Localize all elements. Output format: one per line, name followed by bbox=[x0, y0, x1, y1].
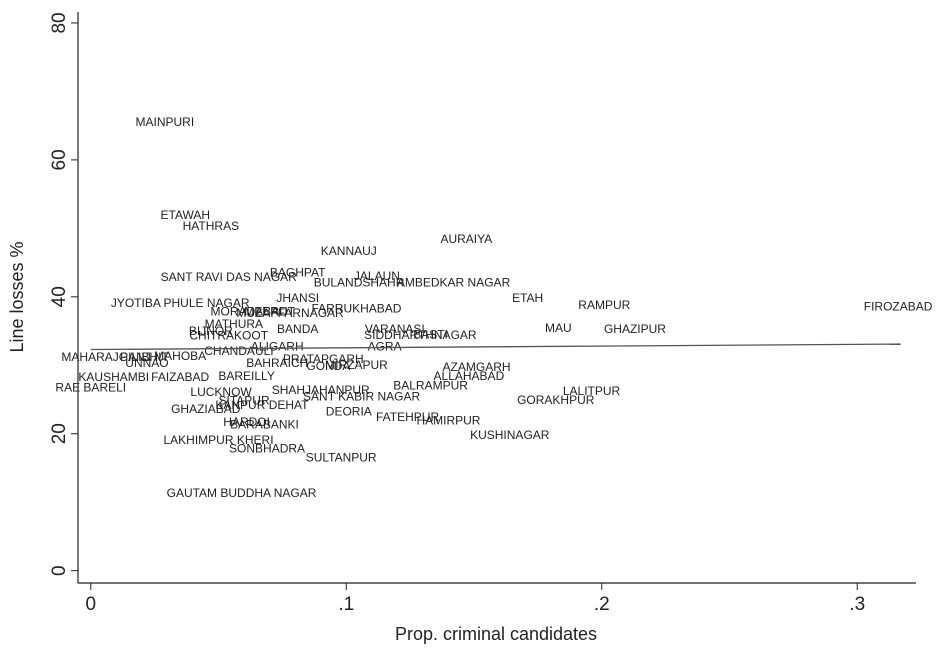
point-label: HATHRAS bbox=[183, 219, 239, 233]
point-label: MORADABAD bbox=[211, 305, 289, 319]
point-label: LALITPUR bbox=[563, 384, 621, 398]
x-tick-label: 0 bbox=[85, 594, 96, 615]
point-label: SANT KABIR NAGAR bbox=[303, 390, 420, 404]
point-label: BALRAMPUR bbox=[393, 379, 468, 393]
point-label: KANNAUJ bbox=[321, 244, 377, 258]
point-label: SONBHADRA bbox=[229, 442, 305, 456]
point-label: RAE BARELI bbox=[55, 381, 126, 395]
point-label: MATHURA bbox=[205, 317, 263, 331]
point-label: DEORIA bbox=[326, 405, 372, 419]
y-tick-label: 60 bbox=[49, 149, 70, 170]
y-tick-label: 40 bbox=[49, 286, 70, 307]
point-label: BAGHPAT bbox=[270, 266, 326, 280]
point-label: AGRA bbox=[368, 340, 402, 354]
point-label: KAUSHAMBI bbox=[78, 370, 149, 384]
point-label: SITAPUR bbox=[219, 394, 270, 408]
point-label: HARDOI bbox=[223, 415, 270, 429]
point-label: SHAHJAHANPUR bbox=[272, 383, 370, 397]
point-label: BAHRAICH bbox=[246, 356, 308, 370]
point-label: GHAZIPUR bbox=[604, 322, 666, 336]
point-label: RAMPUR bbox=[578, 298, 630, 312]
point-label: SANT RAVI DAS NAGAR bbox=[161, 270, 298, 284]
point-label: ALIGARH bbox=[251, 340, 304, 354]
point-label: LAKHIMPUR KHERI bbox=[164, 433, 274, 447]
point-label: JYOTIBA PHULE NAGAR bbox=[111, 296, 250, 310]
point-label: MAHARAJGANJ bbox=[61, 350, 150, 364]
point-label: MAINPURI bbox=[136, 115, 195, 129]
point-label: KUSHINAGAR bbox=[470, 428, 550, 442]
point-label: GONDA bbox=[306, 359, 350, 373]
point-label: AURAIYA bbox=[440, 232, 492, 246]
point-label: MUZAFFARNAGAR bbox=[236, 306, 344, 320]
point-label: BIJNOR bbox=[189, 324, 233, 338]
point-label: MAHOBA bbox=[154, 349, 206, 363]
point-label: PRATAPGARH bbox=[283, 352, 364, 366]
point-label: AZAMGARH bbox=[443, 360, 511, 374]
x-tick-label: .1 bbox=[338, 594, 354, 615]
point-label: CHANDAULI bbox=[204, 344, 273, 358]
point-label: GHAZIABAD bbox=[171, 402, 241, 416]
point-label: BULANDSHAHR bbox=[314, 275, 405, 289]
y-tick-label: 0 bbox=[49, 565, 70, 576]
point-label: MIRZAPUR bbox=[325, 358, 388, 372]
point-label: KANPUR DEHAT bbox=[215, 398, 309, 412]
point-label: SULTANPUR bbox=[306, 451, 377, 465]
point-label: JALAUN bbox=[354, 269, 400, 283]
point-label: ETAH bbox=[512, 291, 543, 305]
point-label: GAUTAM BUDDHA NAGAR bbox=[167, 486, 317, 500]
point-label: PILIBHIT bbox=[120, 350, 169, 364]
fit-line bbox=[90, 343, 901, 351]
point-label: BASTI bbox=[413, 327, 448, 341]
point-label: CHITRAKOOT bbox=[189, 329, 268, 343]
point-label: VARANASI bbox=[365, 322, 425, 336]
x-tick-label: .3 bbox=[849, 594, 865, 615]
point-label: SIDDHARTHNAGAR bbox=[364, 328, 477, 342]
point-label: ALLAHABAD bbox=[434, 369, 505, 383]
y-tick-label: 20 bbox=[49, 423, 70, 444]
x-axis-title: Prop. criminal candidates bbox=[395, 624, 597, 644]
point-label: UNNAO bbox=[125, 356, 168, 370]
point-label: FATEHPUR bbox=[376, 410, 439, 424]
point-label: BARABANKI bbox=[230, 418, 299, 432]
point-label: FARRUKHABAD bbox=[311, 301, 401, 315]
y-tick-label: 80 bbox=[49, 12, 70, 33]
point-label: MAU bbox=[545, 321, 572, 335]
point-label: AMBEDKAR NAGAR bbox=[397, 275, 511, 289]
point-label: MEERUT bbox=[244, 305, 295, 319]
point-label: GORAKHPUR bbox=[517, 393, 595, 407]
point-label: BAREILLY bbox=[218, 369, 274, 383]
point-label: ETAWAH bbox=[161, 208, 211, 222]
point-label: FIROZABAD bbox=[864, 299, 933, 313]
point-label: HAMIRPUR bbox=[416, 414, 480, 428]
x-tick-label: .2 bbox=[594, 594, 610, 615]
y-axis-title: Line losses % bbox=[7, 241, 27, 352]
point-label: LUCKNOW bbox=[190, 385, 252, 399]
point-label: FAIZABAD bbox=[151, 370, 209, 384]
point-label: JHANSI bbox=[276, 291, 319, 305]
point-label: BANDA bbox=[277, 322, 318, 336]
